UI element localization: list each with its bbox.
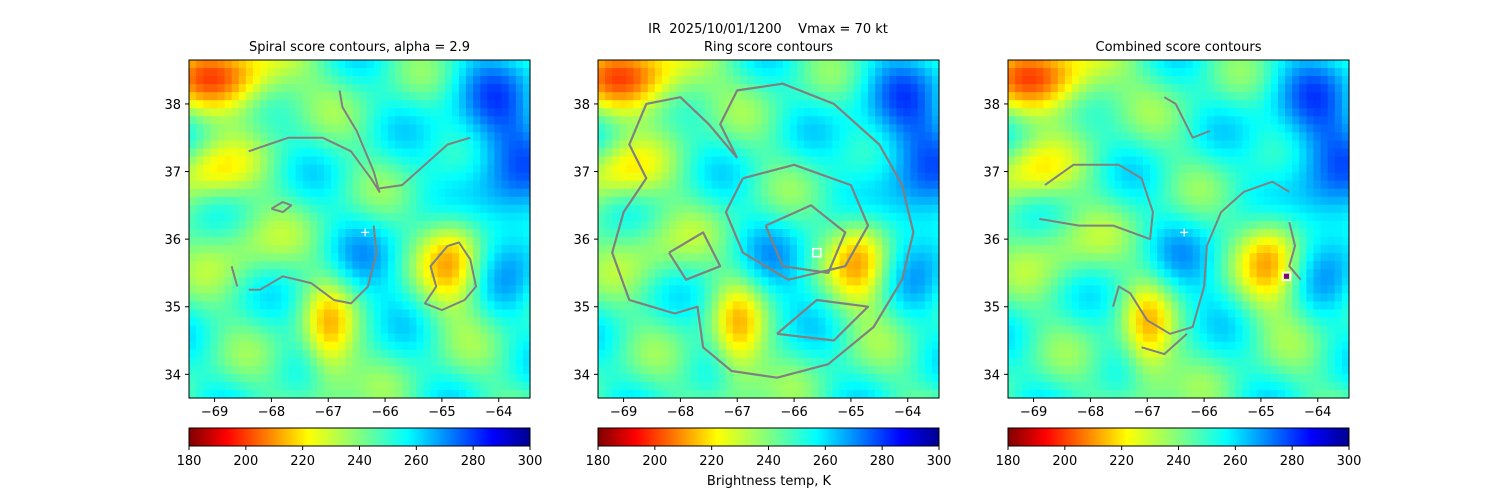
y-tick-label: 34 (573, 368, 590, 383)
colorbar-label: Brightness temp, K (707, 474, 832, 489)
y-tick-label: 37 (983, 166, 1000, 181)
y-tick-label: 38 (983, 98, 1000, 113)
y-tick-label: 37 (573, 166, 590, 181)
colorbar-tick-label: 240 (756, 454, 781, 469)
x-tick-label: −66 (780, 405, 807, 420)
colorbar (1007, 427, 1350, 447)
colorbar-tick-label: 200 (233, 454, 258, 469)
colorbar-tick-label: 260 (1223, 454, 1248, 469)
y-tick-label: 35 (164, 301, 181, 316)
y-tick-label: 36 (573, 233, 590, 248)
contour-line (270, 201, 293, 214)
contour-line (776, 298, 870, 342)
panel-title: Ring score contours (704, 40, 833, 55)
colorbar-tick-label: 280 (1280, 454, 1305, 469)
panel-title: Combined score contours (1096, 40, 1262, 55)
score-contours (1039, 96, 1302, 356)
x-tick-label: −67 (724, 405, 751, 420)
heatmap (189, 60, 531, 399)
panel-2: Ring score contours −69 −68 −67 −66 −65 −64 34 3… (573, 40, 951, 469)
x-tick-label: −64 (894, 405, 921, 420)
colorbar-tick-label: 220 (699, 454, 724, 469)
colorbar-tick-label: 280 (461, 454, 486, 469)
x-tick-label: −68 (667, 405, 694, 420)
panel-1: Spiral score contours, alpha = 2.9 −69 −68… (164, 40, 542, 469)
colorbar-tick-label: 300 (518, 454, 543, 469)
colorbar-tick-label: 300 (1337, 454, 1362, 469)
score-contours (230, 90, 477, 312)
axes-frame (597, 59, 940, 399)
contour-line (724, 163, 870, 281)
figure-suptitle: IR 2025/10/01/1200 Vmax = 70 kt (648, 22, 888, 37)
colorbar (597, 427, 940, 447)
contour-line (230, 265, 239, 287)
x-tick-label: −69 (201, 405, 228, 420)
x-tick-label: −65 (428, 405, 455, 420)
colorbar-tick-label: 300 (927, 454, 952, 469)
x-tick-label: −67 (315, 405, 342, 420)
axes-frame (188, 59, 531, 399)
x-tick-label: −65 (1247, 405, 1274, 420)
panel-3: Combined score contours −69 −68 −67 −66 −65 −6… (983, 40, 1361, 469)
x-tick-label: −64 (485, 405, 512, 420)
x-tick-label: −68 (258, 405, 285, 420)
colorbar-tick-label: 180 (586, 454, 611, 469)
center-square-marker (1281, 271, 1292, 282)
x-tick-label: −67 (1134, 405, 1161, 420)
heatmap (598, 60, 940, 399)
colorbar-tick-label: 240 (347, 454, 372, 469)
contour-line (379, 136, 471, 190)
x-tick-label: −68 (1077, 405, 1104, 420)
colorbar (188, 427, 531, 447)
contour-line (1112, 180, 1290, 335)
x-tick-label: −65 (837, 405, 864, 420)
y-tick-label: 35 (573, 301, 590, 316)
center-square-marker (812, 247, 822, 258)
contour-line (1163, 96, 1211, 139)
contour-line (611, 82, 915, 379)
heatmap (1008, 60, 1350, 399)
y-tick-label: 35 (983, 301, 1000, 316)
panel-title: Spiral score contours, alpha = 2.9 (249, 40, 470, 55)
colorbar-tick-label: 260 (404, 454, 429, 469)
center-plus-marker (361, 228, 370, 237)
contour-line (248, 90, 381, 193)
y-tick-label: 37 (164, 166, 181, 181)
contour-line (248, 225, 378, 305)
contour-line (764, 204, 847, 274)
x-tick-label: −66 (371, 405, 398, 420)
contour-line (1141, 333, 1188, 356)
contour-line (1039, 163, 1154, 241)
colorbar-tick-label: 180 (177, 454, 202, 469)
score-contours (611, 82, 915, 379)
y-tick-label: 36 (164, 233, 181, 248)
x-tick-label: −69 (1020, 405, 1047, 420)
colorbar-tick-label: 200 (1052, 454, 1077, 469)
colorbar-tick-label: 240 (1166, 454, 1191, 469)
x-tick-label: −66 (1190, 405, 1217, 420)
colorbar-tick-label: 220 (1109, 454, 1134, 469)
x-tick-label: −69 (610, 405, 637, 420)
colorbar-tick-label: 260 (813, 454, 838, 469)
colorbar-tick-label: 180 (996, 454, 1021, 469)
colorbar-tick-label: 280 (870, 454, 895, 469)
center-dot-marker (1283, 273, 1289, 279)
y-tick-label: 34 (983, 368, 1000, 383)
colorbar-tick-label: 200 (642, 454, 667, 469)
y-tick-label: 36 (983, 233, 1000, 248)
axes-frame (1007, 59, 1350, 399)
x-tick-label: −64 (1304, 405, 1331, 420)
y-tick-label: 38 (573, 98, 590, 113)
y-tick-label: 34 (164, 368, 181, 383)
y-tick-label: 38 (164, 98, 181, 113)
contour-line (1288, 221, 1302, 281)
contour-line (423, 241, 477, 312)
contour-line (668, 231, 722, 281)
center-plus-marker (1180, 228, 1189, 237)
colorbar-tick-label: 220 (290, 454, 315, 469)
